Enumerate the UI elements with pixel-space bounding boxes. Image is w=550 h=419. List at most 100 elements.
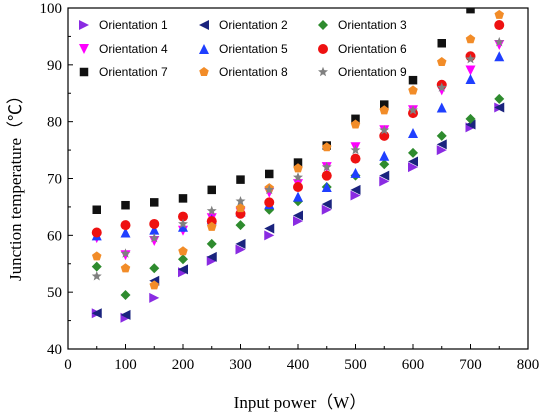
data-point-orientation-6: [120, 220, 131, 231]
y-axis-ticks: 40 50 60 70 80 90 100: [40, 1, 73, 358]
data-point-orientation-7: [293, 158, 303, 167]
data-point-orientation-7: [236, 175, 245, 184]
data-point-orientation-8: [206, 221, 217, 231]
data-point-orientation-6: [149, 218, 160, 229]
data-point-orientation-5: [436, 102, 447, 113]
y-tick-label: 90: [47, 58, 62, 74]
legend-marker-orientation-6: [318, 44, 328, 54]
data-point-orientation-2: [178, 264, 188, 275]
data-point-orientation-9: [408, 105, 418, 115]
legend-label-orientation-6: Orientation 6: [338, 42, 407, 56]
data-point-orientation-9: [264, 184, 275, 195]
data-point-orientation-8: [321, 142, 332, 152]
legend-marker-orientation-5: [199, 44, 209, 54]
data-point-orientation-3: [235, 220, 246, 231]
x-axis-ticks: 0 100 200 300 400 500 600 700 800: [64, 344, 539, 373]
data-point-orientation-8: [178, 246, 188, 256]
data-point-orientation-7: [207, 185, 216, 195]
data-point-orientation-5: [293, 191, 303, 202]
data-point-orientation-3: [149, 263, 160, 274]
legend-marker-orientation-3: [318, 20, 328, 30]
data-point-orientation-9: [149, 232, 160, 243]
data-point-orientation-9: [350, 144, 361, 155]
data-point-orientation-9: [235, 195, 246, 206]
data-point-orientation-9: [494, 36, 505, 47]
data-point-orientation-8: [293, 163, 303, 173]
legend-label-orientation-5: Orientation 5: [219, 42, 288, 56]
data-point-orientation-8: [350, 119, 361, 129]
x-tick-label: 100: [114, 357, 137, 373]
data-point-orientation-3: [494, 93, 505, 104]
data-point-orientation-2: [465, 119, 476, 130]
data-point-orientation-7: [351, 114, 360, 124]
data-point-orientation-2: [293, 210, 303, 221]
data-point-orientation-3: [120, 290, 131, 301]
data-point-orientation-1: [206, 255, 217, 266]
x-tick-label: 300: [229, 357, 252, 373]
legend-marker-orientation-4: [79, 44, 89, 54]
data-point-orientation-8: [379, 105, 390, 115]
data-point-orientation-8: [149, 280, 160, 290]
data-point-orientation-7: [178, 194, 188, 203]
data-point-orientation-2: [206, 251, 217, 262]
data-point-orientation-6: [264, 197, 275, 208]
x-axis-title: Input power（W）: [234, 393, 367, 412]
data-point-orientation-8: [91, 251, 102, 261]
legend-label-orientation-4: Orientation 4: [99, 42, 168, 56]
data-point-orientation-3: [408, 147, 418, 158]
y-tick-label: 80: [47, 115, 62, 131]
data-point-orientation-2: [408, 156, 418, 167]
legend-label-orientation-1: Orientation 1: [99, 18, 168, 32]
data-point-orientation-5: [494, 51, 505, 62]
data-point-orientation-1: [235, 244, 246, 255]
y-axis-title: Junction temperature（℃）: [6, 87, 25, 281]
legend-marker-orientation-7: [79, 67, 89, 77]
y-tick-label: 100: [40, 1, 63, 17]
data-point-orientation-6: [321, 170, 332, 181]
data-point-orientation-5: [350, 167, 361, 178]
data-point-orientation-6: [178, 211, 188, 222]
data-point-orientation-9: [436, 82, 447, 92]
data-point-orientation-8: [235, 203, 246, 213]
x-tick-label: 200: [172, 357, 195, 373]
data-point-orientation-9: [379, 124, 390, 135]
data-point-orientation-6: [293, 182, 303, 193]
x-tick-label: 400: [287, 357, 310, 373]
data-point-orientation-7: [466, 8, 475, 14]
legend-marker-orientation-8: [199, 67, 209, 77]
data-point-orientation-2: [436, 139, 447, 150]
data-point-orientation-9: [120, 248, 131, 258]
data-point-orientation-7: [265, 169, 274, 179]
data-point-orientation-4: [465, 65, 476, 76]
data-point-orientation-3: [178, 254, 188, 265]
legend-label-orientation-9: Orientation 9: [338, 65, 407, 79]
data-point-orientation-5: [178, 221, 188, 232]
data-point-orientation-5: [465, 74, 476, 85]
data-point-orientation-1: [264, 230, 275, 241]
legend-label-orientation-3: Orientation 3: [338, 18, 407, 32]
data-point-orientation-3: [379, 159, 390, 170]
x-tick-label: 700: [459, 357, 482, 373]
data-points: [91, 8, 505, 323]
data-point-orientation-5: [379, 150, 390, 161]
data-point-orientation-5: [408, 128, 418, 139]
x-tick-label: 0: [64, 357, 72, 373]
data-point-orientation-1: [293, 216, 303, 227]
data-point-orientation-8: [494, 9, 505, 19]
data-point-orientation-2: [379, 170, 390, 181]
data-point-orientation-8: [465, 34, 476, 44]
data-point-orientation-3: [91, 261, 102, 272]
data-point-orientation-2: [494, 102, 505, 113]
data-point-orientation-7: [380, 100, 389, 109]
x-tick-label: 600: [402, 357, 425, 373]
data-point-orientation-8: [408, 85, 418, 95]
data-point-orientation-1: [350, 190, 361, 201]
data-point-orientation-5: [120, 227, 131, 238]
data-point-orientation-9: [91, 271, 102, 281]
x-tick-label: 500: [344, 357, 367, 373]
data-point-orientation-1: [436, 145, 447, 156]
data-point-orientation-7: [92, 205, 101, 215]
data-point-orientation-8: [120, 263, 131, 273]
data-point-orientation-2: [350, 184, 361, 195]
